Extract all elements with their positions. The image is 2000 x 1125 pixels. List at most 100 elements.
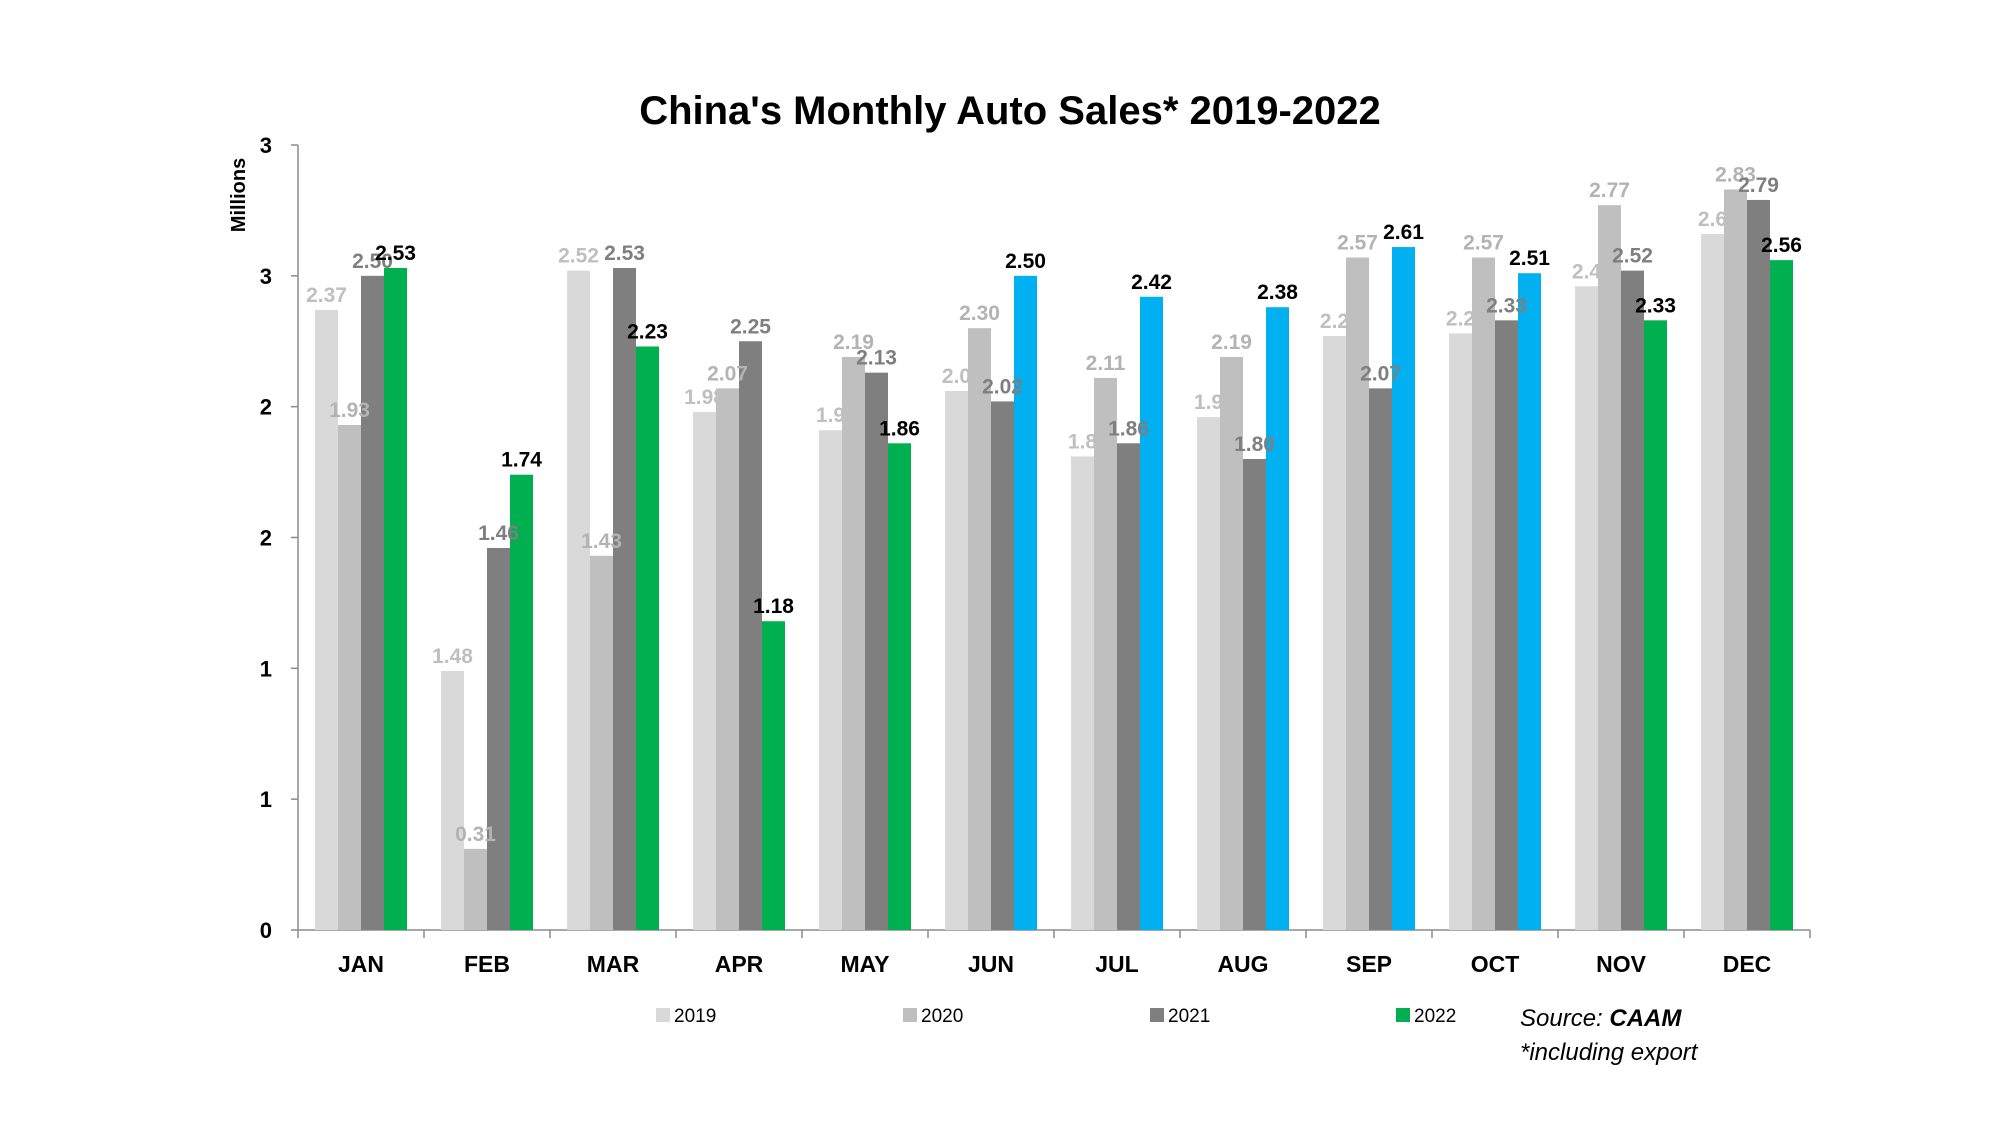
source-text: Source: CAAM <box>1520 1005 1682 1032</box>
bar-2019-aug <box>1197 417 1220 931</box>
bar-2019-jan <box>315 309 338 931</box>
data-label-2022-feb: 1.74 <box>501 449 542 472</box>
data-label-2019-apr: 1.98 <box>684 386 725 409</box>
bar-2021-jun <box>991 401 1014 930</box>
bar-2022-oct <box>1518 273 1541 930</box>
data-label-2020-jun: 2.30 <box>959 302 1000 325</box>
data-label-2021-jun: 2.02 <box>982 375 1023 398</box>
legend-label-2019: 2019 <box>674 1006 716 1027</box>
bar-2021-dec <box>1747 199 1770 930</box>
x-tick-label: AUG <box>1217 951 1268 977</box>
data-label-2019-aug: 1.9 <box>1194 391 1223 414</box>
data-label-2020-may: 2.19 <box>833 331 874 354</box>
bar-2022-jul <box>1140 296 1163 930</box>
bar-2021-sep <box>1369 388 1392 931</box>
bar-2021-mar <box>613 267 636 930</box>
bar-2020-dec <box>1724 189 1747 930</box>
bar-2021-aug <box>1243 459 1266 930</box>
data-label-2022-mar: 2.23 <box>627 320 668 343</box>
bar-2022-feb <box>510 474 533 930</box>
x-tick-label: FEB <box>464 951 510 977</box>
bar-2019-mar <box>567 270 590 931</box>
bar-2019-feb <box>441 670 464 930</box>
x-tick-label: SEP <box>1346 951 1392 977</box>
bar-2021-feb <box>487 547 510 930</box>
data-label-2020-aug: 2.19 <box>1211 331 1252 354</box>
bar-2020-jun <box>968 328 991 931</box>
data-label-2022-jan: 2.53 <box>375 242 416 265</box>
data-label-2019-jun: 2.0 <box>942 365 971 388</box>
bar-2022-apr <box>762 621 785 930</box>
bar-2021-apr <box>739 341 762 930</box>
data-label-2022-jul: 2.42 <box>1131 271 1172 294</box>
bar-2020-jan <box>338 424 361 930</box>
bar-2020-may <box>842 356 865 930</box>
data-label-2022-dec: 2.56 <box>1761 234 1802 257</box>
data-label-2022-aug: 2.38 <box>1257 281 1298 304</box>
data-label-2021-dec: 2.79 <box>1738 174 1779 197</box>
data-label-2019-dec: 2.6 <box>1698 208 1727 231</box>
bar-2020-oct <box>1472 257 1495 930</box>
data-label-2019-jan: 2.37 <box>306 284 347 307</box>
bar-2021-may <box>865 372 888 930</box>
legend-swatch-2021 <box>1150 1008 1164 1022</box>
data-label-2022-nov: 2.33 <box>1635 294 1676 317</box>
data-label-2021-nov: 2.52 <box>1612 245 1653 268</box>
legend: 2019 2020 2021 2022 <box>656 1006 1456 1027</box>
data-label-2019-feb: 1.48 <box>432 645 473 668</box>
data-label-2020-oct: 2.57 <box>1463 232 1504 255</box>
bar-2022-may <box>888 443 911 930</box>
data-label-2019-mar: 2.52 <box>558 245 599 268</box>
bar-2019-jun <box>945 390 968 930</box>
legend-swatch-2020 <box>903 1008 917 1022</box>
legend-label-2022: 2022 <box>1414 1006 1456 1027</box>
x-tick-label: APR <box>715 951 764 977</box>
bar-2019-jul <box>1071 456 1094 930</box>
x-tick-label: MAY <box>841 951 890 977</box>
bar-2020-apr <box>716 388 739 931</box>
bar-2020-aug <box>1220 356 1243 930</box>
x-tick-label: JAN <box>338 951 384 977</box>
data-label-2020-sep: 2.57 <box>1337 232 1378 255</box>
y-tick-label: 3 <box>260 133 272 158</box>
data-label-2021-feb: 1.46 <box>478 522 519 545</box>
bar-2019-sep <box>1323 336 1346 930</box>
data-label-2022-apr: 1.18 <box>753 595 794 618</box>
x-tick-label: DEC <box>1723 951 1772 977</box>
bar-2021-oct <box>1495 320 1518 931</box>
data-label-2020-feb: 0.31 <box>455 823 496 846</box>
bar-2021-jan <box>361 275 384 930</box>
data-label-2021-mar: 2.53 <box>604 242 645 265</box>
bar-2021-jul <box>1117 443 1140 930</box>
y-tick-label: 2 <box>260 395 272 420</box>
chart-title: China's Monthly Auto Sales* 2019-2022 <box>639 89 1381 133</box>
bar-2019-may <box>819 430 842 930</box>
bar-2022-dec <box>1770 260 1793 931</box>
data-label-2021-may: 2.13 <box>856 347 897 370</box>
bar-2021-nov <box>1621 270 1644 931</box>
data-label-2021-aug: 1.80 <box>1234 433 1275 456</box>
data-label-2022-jun: 2.50 <box>1005 250 1046 273</box>
data-label-2020-dec: 2.83 <box>1715 163 1756 186</box>
legend-swatch-2022 <box>1396 1008 1410 1022</box>
legend-label-2021: 2021 <box>1168 1006 1210 1027</box>
x-tick-label: JUN <box>968 951 1014 977</box>
bar-2022-jun <box>1014 275 1037 930</box>
data-label-2019-oct: 2.2 <box>1446 307 1475 330</box>
bar-2020-feb <box>464 848 487 930</box>
data-label-2021-sep: 2.07 <box>1360 362 1401 385</box>
bar-2020-mar <box>590 555 613 930</box>
y-tick-label: 1 <box>260 787 272 812</box>
data-label-2021-apr: 2.25 <box>730 315 771 338</box>
bar-2020-jul <box>1094 377 1117 931</box>
plot-area: 01122332.371.932.502.53JAN1.480.311.461.… <box>260 133 1811 977</box>
x-tick-label: NOV <box>1596 951 1647 977</box>
y-tick-label: 1 <box>260 656 272 681</box>
data-label-2020-jan: 1.93 <box>329 399 370 422</box>
data-label-2019-may: 1.9 <box>816 404 845 427</box>
bar-2020-sep <box>1346 257 1369 930</box>
bar-2020-nov <box>1598 205 1621 930</box>
legend-label-2020: 2020 <box>921 1006 963 1027</box>
data-label-2022-sep: 2.61 <box>1383 221 1424 244</box>
